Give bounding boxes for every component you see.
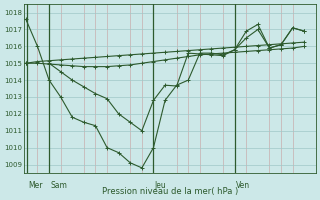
Text: Jeu: Jeu: [155, 181, 166, 190]
Text: Sam: Sam: [50, 181, 67, 190]
X-axis label: Pression niveau de la mer( hPa ): Pression niveau de la mer( hPa ): [101, 187, 238, 196]
Text: Ven: Ven: [236, 181, 250, 190]
Text: Mer: Mer: [28, 181, 43, 190]
